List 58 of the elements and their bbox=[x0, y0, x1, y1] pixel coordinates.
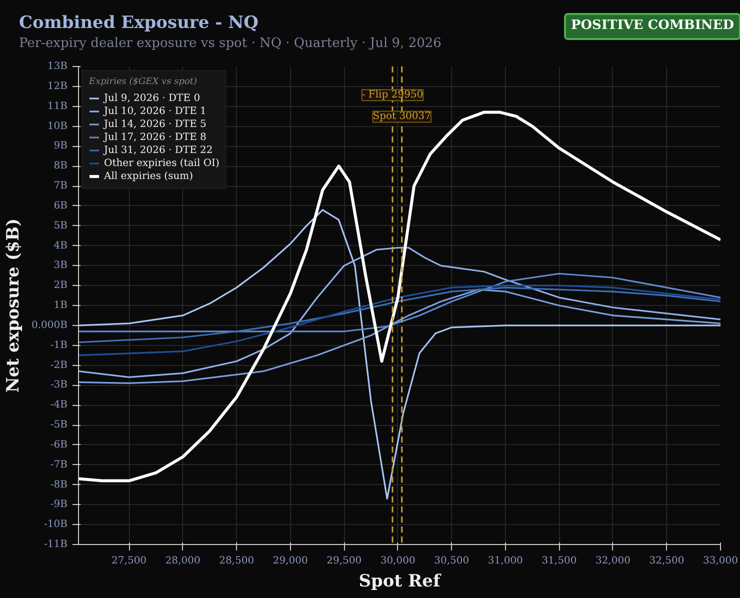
y-tick-label: 9B bbox=[54, 140, 68, 152]
y-axis-title: Net exposure ($B) bbox=[4, 218, 24, 393]
y-tick-label: 4B bbox=[54, 240, 68, 252]
y-tick-label: -3B bbox=[50, 380, 68, 391]
y-tick-label: -11B bbox=[44, 539, 68, 550]
line-series bbox=[78, 288, 720, 384]
x-tick-label: 31,500 bbox=[542, 556, 577, 566]
y-tick-label: 1B bbox=[54, 300, 68, 311]
x-tick-label: 29,500 bbox=[326, 556, 362, 566]
y-tick-label: 5B bbox=[54, 220, 68, 232]
y-tick-label: -5B bbox=[50, 420, 68, 430]
y-tick-label: 10B bbox=[47, 120, 68, 132]
legend-label: Jul 9, 2026 · DTE 0 bbox=[104, 92, 200, 104]
y-tick-label: 6B bbox=[54, 200, 68, 212]
x-tick-label: 28,500 bbox=[219, 556, 254, 566]
y-tick-label: -9B bbox=[50, 499, 68, 510]
y-tick-label: -4B bbox=[50, 400, 68, 411]
line-series bbox=[78, 209, 720, 500]
text: POSITIVE COMBINED bbox=[564, 13, 740, 40]
x-tick-label: 32,500 bbox=[649, 556, 684, 566]
y-tick-label: 13B bbox=[47, 61, 68, 72]
y-tick-label: -2B bbox=[50, 360, 68, 371]
line-series bbox=[78, 272, 720, 332]
x-tick-label: 27,500 bbox=[112, 556, 147, 566]
line-series bbox=[78, 284, 720, 356]
x-tick-label: 33,000 bbox=[703, 556, 738, 566]
y-tick-label: 3B bbox=[54, 260, 68, 272]
x-tick-label: 31,000 bbox=[488, 556, 523, 566]
y-tick-label: -6B bbox=[50, 439, 68, 450]
chart-subtitle: Per-expiry dealer exposure vs spot · NQ · Quarterly · Jul 9, 2026 bbox=[19, 35, 442, 54]
legend-label: Jul 14, 2026 · DTE 5 bbox=[104, 118, 206, 130]
x-tick-label: 30,500 bbox=[434, 556, 470, 566]
y-tick-label: 12B bbox=[47, 80, 68, 92]
legend-label: Jul 17, 2026 · DTE 8 bbox=[104, 131, 206, 143]
y-tick-label: 8B bbox=[54, 160, 68, 172]
line-series bbox=[78, 246, 720, 378]
y-tick-label: -8B bbox=[50, 479, 68, 490]
x-tick-label: 28,000 bbox=[165, 556, 200, 566]
ref-line-label: Spot 30037 bbox=[372, 111, 432, 122]
y-tick-label: 2B bbox=[54, 280, 68, 292]
y-tick-label: -10B bbox=[44, 519, 68, 530]
x-tick-label: 29,000 bbox=[272, 556, 308, 566]
legend-label: Jul 10, 2026 · DTE 1 bbox=[104, 105, 206, 117]
y-tick-label: -1B bbox=[50, 340, 68, 351]
legend-label: Other expiries (tail OI) bbox=[104, 157, 220, 169]
y-tick-label: 0.000B bbox=[32, 320, 68, 331]
legend-title: Expiries ($GEX vs spot) bbox=[89, 77, 198, 87]
y-tick-label: 7B bbox=[54, 180, 68, 192]
x-tick-label: 32,000 bbox=[595, 556, 630, 566]
x-tick-label: 30,000 bbox=[380, 556, 416, 566]
ref-line-label: - Flip 29950 bbox=[362, 90, 424, 101]
x-axis-title: Spot Ref bbox=[358, 572, 442, 592]
legend-label: All expiries (sum) bbox=[104, 170, 194, 182]
y-tick-label: 11B bbox=[47, 100, 68, 112]
y-tick-label: -7B bbox=[50, 459, 68, 470]
legend-label: Jul 31, 2026 · DTE 22 bbox=[104, 144, 213, 156]
line-series bbox=[78, 286, 720, 344]
chart-title: Combined Exposure - NQ bbox=[19, 12, 260, 35]
